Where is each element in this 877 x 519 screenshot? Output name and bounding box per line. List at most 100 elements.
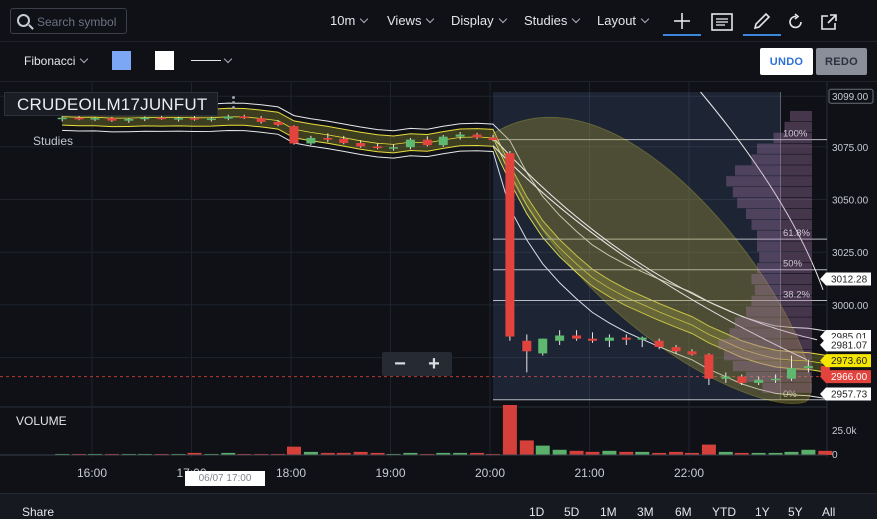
volume-bar [336, 452, 351, 455]
volume-bar [718, 451, 733, 455]
display-label: Display [451, 13, 494, 28]
volume-profile-bar [754, 284, 812, 296]
volume-profile-bar [751, 219, 812, 230]
volume-profile-bar [746, 306, 812, 317]
interval-label: 10m [330, 13, 356, 28]
volume-profile [718, 110, 812, 393]
chevron-down-icon [498, 14, 507, 24]
candle-body [373, 146, 383, 149]
external-link-icon [821, 14, 837, 30]
volume-bar [370, 452, 385, 455]
line-style-preview [191, 60, 221, 61]
range-5y[interactable]: 5Y [788, 505, 803, 519]
zoom-out-button[interactable]: − [394, 353, 406, 375]
candle-body [239, 116, 249, 119]
volume-profile-bar [732, 360, 812, 372]
layout-menu[interactable]: Layout [597, 13, 650, 28]
volume-bar [87, 453, 102, 455]
volume-profile-bar [729, 328, 812, 339]
price-tick-label: 3000.00 [832, 301, 869, 312]
fill-color-swatch[interactable] [112, 51, 131, 70]
time-tick-label: 22:00 [674, 466, 704, 480]
candle-body [671, 347, 681, 352]
fibonacci-fan-line [492, 145, 808, 361]
time-tick-label: 20:00 [475, 466, 505, 480]
studies-legend[interactable]: Studies [33, 134, 74, 148]
crosshair-date-label: 06/07 17:00 [185, 471, 265, 486]
price-label: 3012.28 [831, 275, 868, 286]
volume-profile-bar [762, 382, 812, 393]
price-label: 2957.73 [831, 390, 868, 401]
candle-body [107, 118, 117, 121]
volume-profile-bar [757, 230, 812, 241]
volume-bar [403, 452, 418, 455]
search-box[interactable] [10, 8, 127, 34]
reset-button[interactable] [777, 8, 815, 36]
volume-bar [701, 444, 716, 455]
undo-button[interactable]: UNDO [760, 48, 813, 75]
volume-bar [684, 452, 699, 455]
symbol-options-icon[interactable] [232, 96, 236, 110]
range-1m[interactable]: 1M [600, 505, 617, 519]
display-menu[interactable]: Display [451, 13, 507, 28]
price-chart[interactable]: 100% 61.8% 50% 38.2% 0% 3099.00 3075.00 3050.0… [0, 82, 877, 493]
volume-bar [784, 451, 799, 455]
candle-body [754, 379, 764, 383]
volume-profile-bar [790, 110, 812, 122]
volume-bar [436, 452, 451, 455]
line-style-select[interactable] [191, 53, 237, 69]
volume-profile-bar [751, 273, 812, 285]
volume-bar [204, 453, 219, 455]
zoom-in-button[interactable]: + [428, 353, 440, 375]
range-5d[interactable]: 5D [564, 505, 580, 519]
pencil-icon [753, 12, 771, 30]
price-label: 2973.60 [831, 356, 868, 367]
volume-profile-bar [759, 252, 812, 263]
volume-bar [669, 451, 684, 455]
volume-profile-bar [751, 295, 812, 306]
draw-button[interactable] [743, 8, 781, 36]
price-label: 2981.07 [831, 340, 868, 351]
candle-body [786, 368, 796, 379]
candle-body [388, 147, 398, 149]
studies-menu[interactable]: Studies [524, 13, 581, 28]
range-1y[interactable]: 1Y [755, 505, 770, 519]
volume-profile-bar [784, 121, 812, 133]
views-menu[interactable]: Views [387, 13, 435, 28]
volume-bar [453, 452, 468, 455]
volume-profile-bar [726, 176, 812, 187]
volume-bar [569, 450, 584, 455]
range-3m[interactable]: 3M [637, 505, 654, 519]
candle-body [637, 337, 647, 340]
search-input[interactable] [37, 13, 123, 30]
crosshair-button[interactable] [663, 8, 701, 36]
price-tick-box [828, 88, 874, 104]
popout-button[interactable] [810, 8, 848, 36]
volume-series [0, 405, 833, 456]
volume-bar [535, 445, 550, 455]
candle-body [289, 126, 299, 144]
volume-profile-bar [751, 154, 812, 165]
news-button[interactable] [703, 8, 741, 36]
symbol-label[interactable]: CRUDEOILM17JUNFUT [4, 92, 219, 116]
interval-dropdown[interactable]: 10m [330, 13, 369, 28]
volume-bar [121, 453, 136, 455]
volume-bar [552, 449, 567, 455]
volume-bar [171, 453, 186, 455]
candle-body [74, 117, 84, 120]
volume-bar [652, 452, 667, 455]
range-all[interactable]: All [822, 505, 836, 519]
share-button[interactable]: Share [22, 505, 55, 519]
candle-body [422, 139, 432, 146]
range-ytd[interactable]: YTD [712, 505, 736, 519]
chevron-down-icon [426, 14, 435, 24]
line-color-swatch[interactable] [155, 51, 174, 70]
price-tick-label: 3075.00 [832, 143, 869, 154]
range-6m[interactable]: 6M [675, 505, 692, 519]
candle-body [654, 340, 664, 348]
layout-label: Layout [597, 13, 637, 28]
range-1d[interactable]: 1D [529, 505, 545, 519]
drawing-tool-select[interactable]: Fibonacci [24, 54, 89, 68]
redo-button[interactable]: REDO [816, 48, 867, 75]
